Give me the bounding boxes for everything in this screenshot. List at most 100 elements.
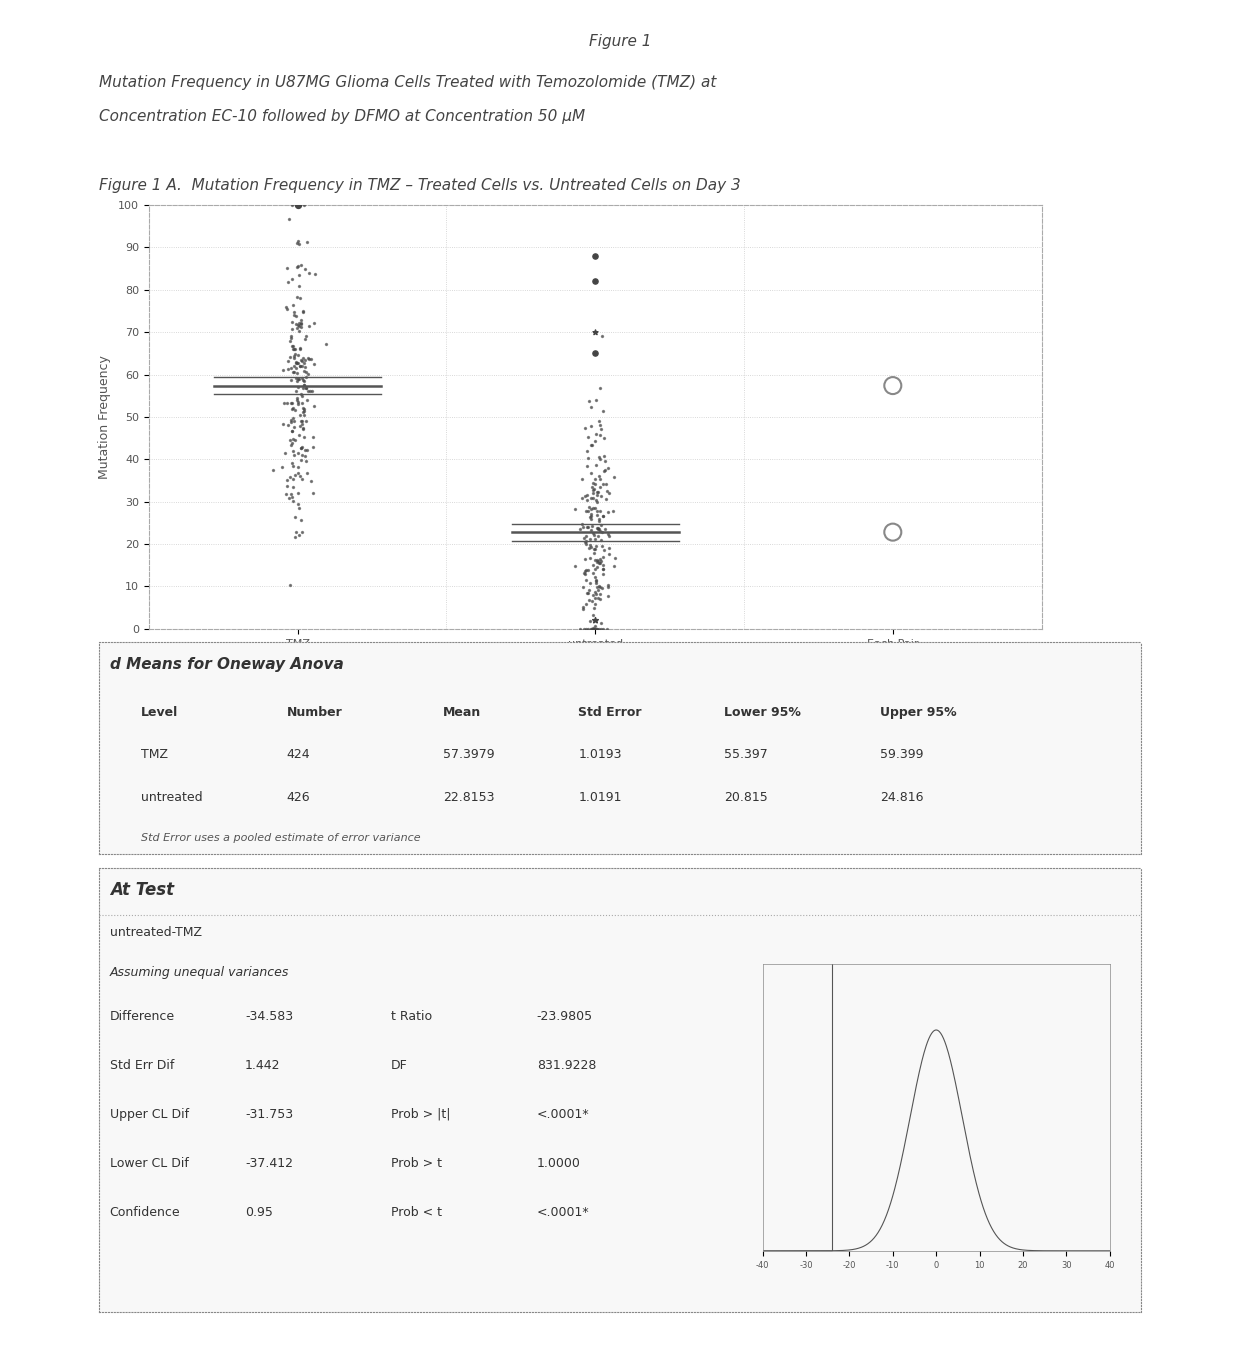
Point: [575, 559, 595, 581]
Text: Confidence: Confidence: [109, 1206, 180, 1219]
Point: [304, 436, 324, 458]
Point: [596, 618, 616, 640]
Point: [296, 462, 316, 484]
Text: 0.95: 0.95: [246, 1206, 273, 1219]
Point: [578, 618, 598, 640]
Point: [289, 524, 309, 545]
Point: [588, 618, 608, 640]
Point: [593, 504, 613, 526]
Point: [281, 392, 301, 414]
Text: TMZ: TMZ: [141, 749, 167, 761]
Point: [281, 452, 301, 474]
Point: [281, 435, 301, 457]
Point: [299, 314, 319, 336]
Point: [588, 618, 608, 640]
Point: [598, 524, 618, 545]
Point: [275, 442, 295, 463]
Point: [291, 350, 311, 372]
Point: [295, 258, 315, 280]
Point: [278, 358, 298, 380]
Point: [580, 610, 600, 632]
Point: [589, 518, 609, 540]
Point: [570, 518, 590, 540]
Point: [579, 589, 599, 611]
Point: [578, 455, 598, 477]
Point: [293, 368, 312, 390]
Point: [301, 470, 321, 492]
Text: Level: Level: [141, 705, 179, 719]
Point: [293, 377, 312, 399]
Point: [584, 477, 604, 499]
Point: [281, 409, 301, 431]
Point: [289, 275, 309, 297]
Point: [591, 551, 611, 573]
Point: [587, 570, 606, 592]
Point: [583, 496, 603, 518]
Point: [275, 484, 295, 506]
Point: [290, 416, 310, 437]
Text: t Ratio: t Ratio: [391, 1010, 432, 1024]
Point: [279, 414, 299, 436]
Point: [283, 339, 303, 361]
Point: [582, 618, 601, 640]
Point: [286, 357, 306, 379]
Point: [264, 459, 284, 481]
Text: Std Error: Std Error: [578, 705, 642, 719]
Point: [294, 417, 314, 439]
Text: 1.442: 1.442: [246, 1059, 280, 1072]
Point: [590, 377, 610, 399]
Point: [583, 515, 603, 537]
Point: [291, 355, 311, 377]
Point: [284, 444, 304, 466]
Point: [593, 399, 613, 421]
Point: [277, 298, 296, 320]
Point: [283, 335, 303, 357]
Point: [299, 347, 319, 369]
Point: [584, 525, 604, 547]
Point: [583, 487, 603, 509]
Point: [289, 424, 309, 446]
Point: [298, 362, 317, 384]
Point: [582, 507, 601, 529]
Point: [588, 550, 608, 571]
Point: [587, 489, 606, 511]
Point: [288, 483, 308, 504]
Point: [595, 459, 615, 481]
Point: [288, 462, 308, 484]
Point: [589, 509, 609, 530]
Point: [283, 335, 303, 357]
Point: [281, 327, 301, 349]
Point: [596, 488, 616, 510]
Point: [589, 552, 609, 574]
Point: [585, 571, 605, 593]
Point: [587, 484, 606, 506]
Point: [280, 466, 300, 488]
Point: [284, 303, 304, 325]
Point: [604, 500, 624, 522]
Point: [291, 437, 311, 459]
Point: [583, 435, 603, 457]
Point: [580, 547, 600, 569]
Point: [291, 316, 311, 338]
Point: [589, 510, 609, 532]
Point: [280, 429, 300, 451]
Point: [304, 427, 324, 448]
Point: [285, 463, 305, 485]
Point: [593, 325, 613, 347]
Point: [293, 401, 312, 422]
Point: [286, 362, 306, 384]
Point: [293, 444, 312, 466]
Point: [578, 447, 598, 469]
Point: [294, 301, 314, 323]
Point: [565, 555, 585, 577]
Text: 1.0193: 1.0193: [578, 749, 621, 761]
Text: 424: 424: [286, 749, 310, 761]
Point: [585, 618, 605, 640]
Point: [599, 576, 619, 597]
Point: [587, 556, 606, 578]
Point: [286, 370, 306, 392]
Point: [584, 597, 604, 619]
Point: [589, 618, 609, 640]
Point: [574, 618, 594, 640]
Point: [285, 429, 305, 451]
